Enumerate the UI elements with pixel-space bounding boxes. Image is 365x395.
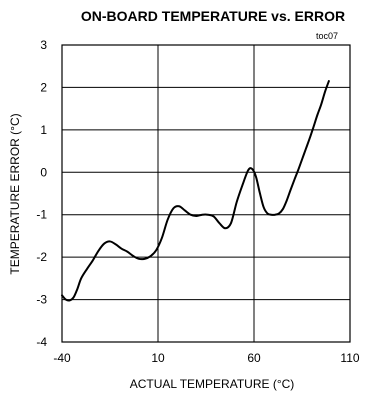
y-tick-label: -3 [36,293,47,307]
data-point [195,215,197,217]
data-point [286,200,288,202]
data-point [80,277,82,279]
y-tick-label: -1 [36,208,47,222]
data-point [218,222,221,224]
data-point [61,294,63,296]
data-point [278,212,280,215]
data-point [255,175,257,178]
data-point [328,80,330,82]
y-tick-label: 0 [40,165,47,179]
data-point [120,248,123,250]
data-point [207,214,209,216]
data-point [289,189,292,191]
x-tick-label: 10 [151,351,165,365]
y-tick-label: 2 [40,80,47,94]
data-point [241,184,244,186]
data-point [167,219,169,221]
data-point [324,91,326,93]
grid-lines [62,45,350,342]
data-point [224,227,226,229]
data-point [293,179,295,181]
data-point [86,268,88,270]
data-point [316,114,318,116]
y-tick-label: -4 [36,335,47,349]
data-point [155,249,157,251]
data-point [213,215,215,218]
data-point [270,214,272,216]
y-tick-label: 1 [40,123,47,137]
data-point [109,240,111,243]
y-tick-label: -2 [36,250,47,264]
data-point [76,288,78,290]
x-axis-ticks: -40 10 60 110 [53,351,360,365]
data-point [247,169,249,171]
data-point [312,126,315,128]
data-point [132,255,134,257]
data-point [190,214,192,216]
y-axis-ticks: 3 2 1 0 -1 -2 -3 -4 [36,38,47,349]
data-point [309,137,311,139]
data-point [297,169,299,171]
figure-code-label: toc07 [316,31,338,41]
y-tick-label: 3 [40,38,47,52]
data-point [69,299,71,302]
plot-area [61,44,351,343]
x-tick-label: 60 [247,351,261,365]
data-point [149,255,151,257]
data-point [178,205,180,207]
data-point [72,296,75,299]
data-point [143,258,146,260]
data-point [161,237,163,239]
data-point [282,208,284,210]
data-point [126,251,128,253]
data-point [301,158,303,161]
data-point [266,212,269,215]
series-line [61,80,330,302]
y-axis-label: TEMPERATURE ERROR (°C) [8,113,22,274]
chart-title: ON-BOARD TEMPERATURE vs. ERROR [81,8,345,24]
data-point [184,209,186,212]
data-point [274,214,276,216]
data-point [236,201,238,203]
series-points [61,80,330,302]
data-point [305,148,307,150]
x-tick-label: 110 [340,351,359,365]
data-point [172,207,174,209]
data-point [251,168,253,170]
x-tick-label: -40 [53,351,71,365]
data-point [115,243,117,246]
data-point [92,259,94,262]
data-point [259,192,261,194]
data-point [65,298,67,301]
x-axis-label: ACTUAL TEMPERATURE (°C) [130,377,295,391]
data-point [201,214,203,216]
data-point [103,242,105,245]
data-point [263,206,265,208]
data-point [230,222,232,224]
data-point [320,103,322,105]
data-point [97,250,100,252]
data-point [138,258,140,260]
